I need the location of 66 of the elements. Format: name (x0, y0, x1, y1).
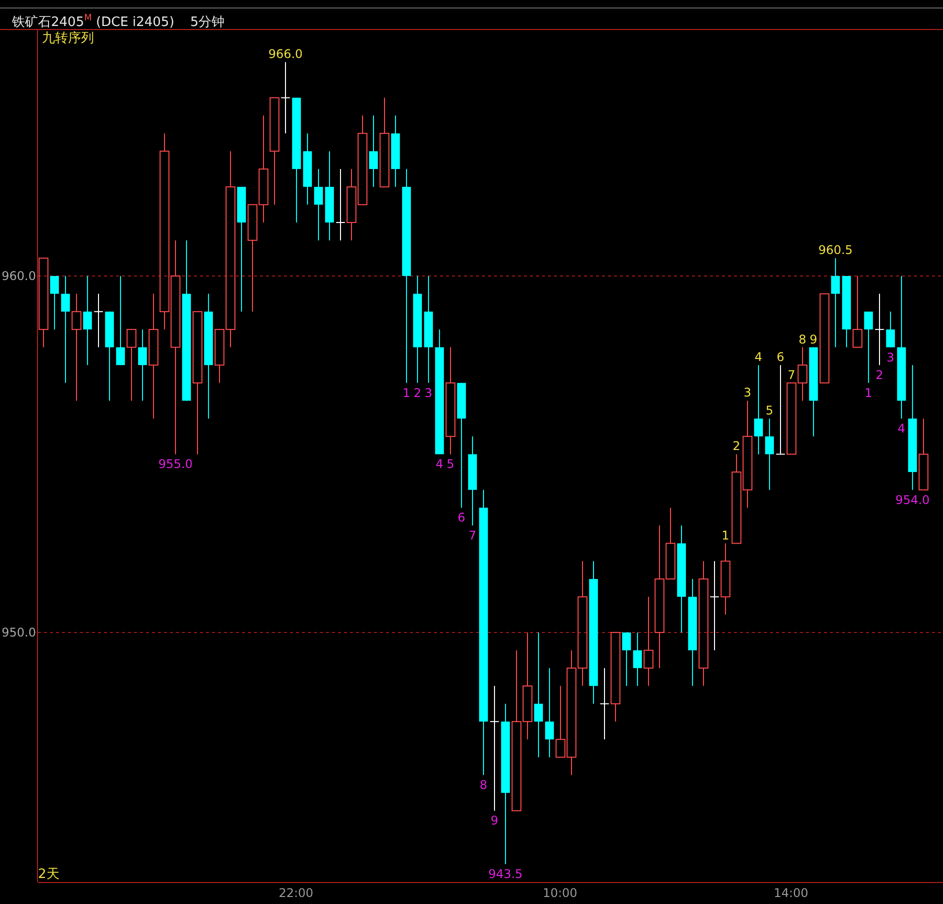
candlestick (534, 632, 543, 758)
candlestick (116, 275, 125, 366)
text: 960.5 (818, 243, 853, 258)
text: 2 (732, 439, 740, 454)
text: 966.0 (268, 47, 303, 62)
candlestick (94, 293, 104, 348)
candlestick (886, 311, 895, 348)
candlestick (50, 275, 59, 330)
candlestick (83, 275, 92, 366)
text: 6 (776, 350, 784, 364)
candlestick (864, 311, 873, 384)
candlestick (314, 168, 323, 241)
text: 8 (798, 332, 806, 346)
annotation: 2天 (38, 867, 60, 882)
y-tick-label: 950.0 (2, 625, 36, 640)
candlestick (600, 668, 610, 740)
text: 2 (414, 386, 422, 400)
text: 8 (480, 778, 488, 792)
text: 1 (864, 386, 872, 400)
candlestick (148, 293, 158, 420)
candlestick (446, 346, 456, 455)
text: 1 (402, 386, 410, 400)
text: 3 (886, 350, 894, 364)
x-tick-label: 22:00 (278, 886, 314, 900)
text: 955.0 (158, 457, 193, 472)
candlestick (754, 364, 763, 455)
candlestick (831, 258, 840, 348)
candlestick (545, 668, 554, 758)
text: 4 (898, 422, 906, 436)
text: 2 (876, 368, 884, 382)
candlestick (369, 115, 378, 188)
text: 7 (788, 368, 796, 382)
candlestick (765, 418, 774, 490)
text: 1 (722, 528, 730, 542)
candlestick (622, 632, 631, 686)
text: 943.5 (488, 867, 523, 882)
text: 3 (424, 386, 432, 400)
candlestick (698, 560, 708, 686)
candlestick (72, 293, 82, 402)
text: 5 (766, 404, 774, 418)
y-tick-label: 960.0 (2, 268, 36, 283)
text: 9 (810, 332, 818, 346)
chart-subtitle: 九转序列 (42, 30, 94, 48)
text: 4 (436, 457, 444, 472)
text: 3 (744, 386, 752, 400)
candlestick (280, 62, 290, 134)
text: 6 (458, 510, 466, 525)
candlestick (776, 364, 786, 455)
candlestick (644, 596, 654, 686)
x-tick-label: 14:00 (774, 886, 808, 900)
text: 5 (446, 457, 454, 472)
candlestick (720, 542, 730, 616)
candlestick (490, 685, 500, 812)
candlestick (633, 632, 642, 686)
text: 9 (490, 814, 498, 828)
candlestick (336, 168, 346, 241)
candlestick (61, 275, 70, 384)
chart-title: 铁矿石2405$^{M}$ (DCE i2405) (12, 14, 174, 30)
annotation: 5分钟 (190, 15, 225, 30)
text: 7 (468, 528, 476, 543)
text: 954.0 (895, 492, 930, 507)
candlestick (874, 293, 884, 366)
candlestick (710, 560, 720, 651)
x-tick-label: 10:00 (542, 886, 578, 900)
text: 4 (754, 350, 762, 364)
candlestick (138, 328, 147, 402)
